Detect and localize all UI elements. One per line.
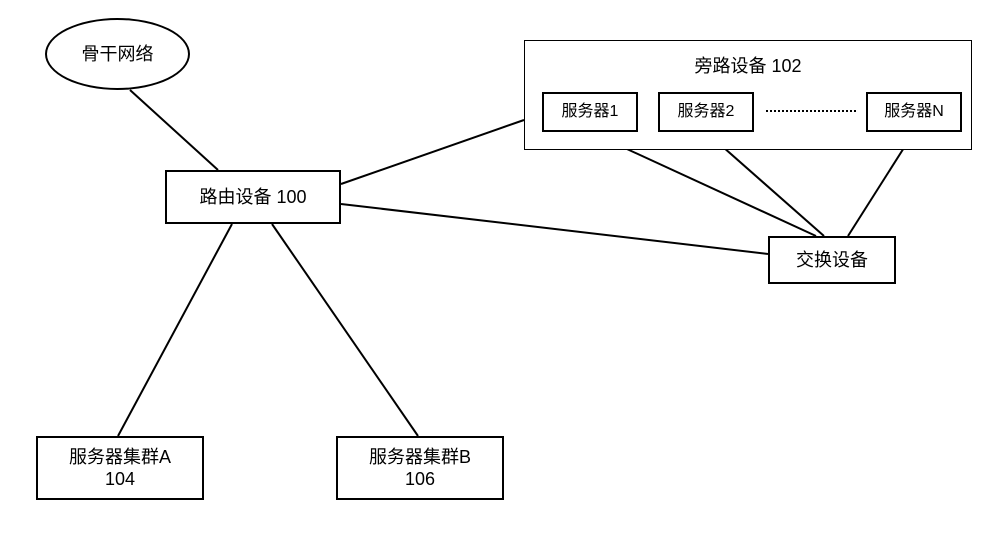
node-serverN: 服务器N — [866, 92, 962, 132]
ellipsis-icon — [766, 110, 856, 112]
edge-router-switch — [341, 204, 768, 254]
node-serverN-label: 服务器N — [884, 102, 944, 122]
diagram-canvas: 骨干网络 路由设备 100 旁路设备 102 服务器1 服务器2 服务器N 交换… — [0, 0, 1000, 537]
group-bypass-title-text: 旁路设备 102 — [694, 56, 801, 76]
node-clusterB-label1: 服务器集群B — [369, 446, 471, 469]
node-clusterB-label2: 106 — [405, 468, 435, 491]
node-switch-label: 交换设备 — [796, 249, 868, 272]
edge-router-clusterA — [118, 224, 232, 436]
node-clusterA-label2: 104 — [105, 468, 135, 491]
node-router: 路由设备 100 — [165, 170, 341, 224]
node-server1: 服务器1 — [542, 92, 638, 132]
node-clusterA: 服务器集群A 104 — [36, 436, 204, 500]
node-router-label: 路由设备 100 — [199, 186, 306, 209]
node-server2-label: 服务器2 — [678, 102, 735, 122]
node-server1-label: 服务器1 — [562, 102, 619, 122]
node-switch: 交换设备 — [768, 236, 896, 284]
group-bypass-title: 旁路设备 102 — [524, 52, 972, 78]
node-clusterB: 服务器集群B 106 — [336, 436, 504, 500]
edge-backbone-router — [130, 90, 218, 170]
node-backbone-label: 骨干网络 — [82, 43, 154, 66]
edge-router-bypass — [341, 120, 524, 184]
node-backbone: 骨干网络 — [45, 18, 190, 90]
node-server2: 服务器2 — [658, 92, 754, 132]
node-clusterA-label1: 服务器集群A — [69, 446, 171, 469]
edge-router-clusterB — [272, 224, 418, 436]
